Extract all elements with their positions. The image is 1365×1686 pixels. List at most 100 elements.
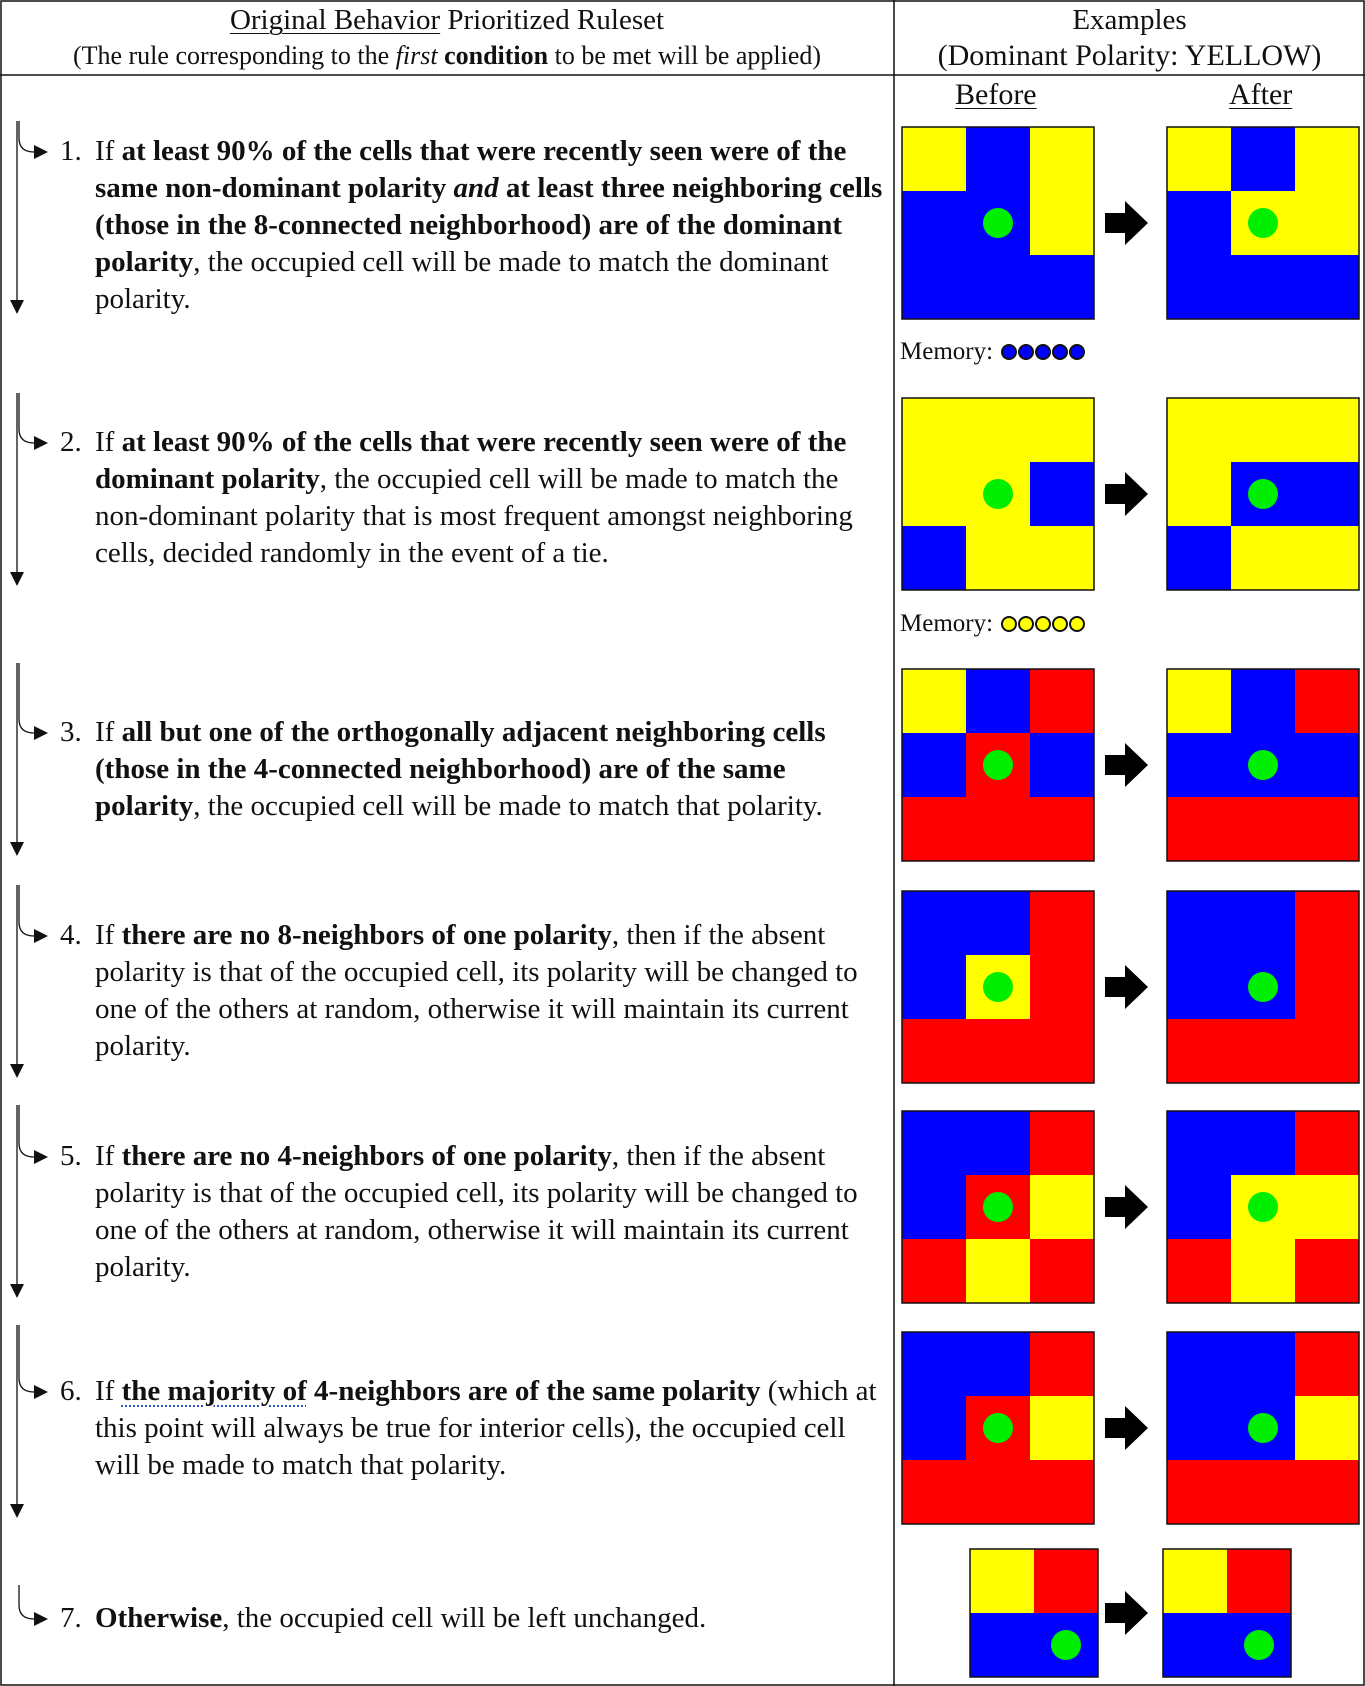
rule-text-part: 4-neighbors are of the same polarity — [306, 1375, 761, 1407]
example-3-after-grid — [1166, 668, 1360, 862]
grid-border — [1166, 397, 1360, 591]
rule-text-part: If — [95, 135, 122, 167]
grid-cell — [966, 526, 1031, 591]
grid-cell — [970, 1613, 1035, 1678]
rule-text-part: Otherwise — [95, 1602, 223, 1634]
grid-cell — [1030, 1175, 1095, 1240]
grid-cell — [966, 1019, 1031, 1084]
grid-cell — [1167, 526, 1232, 591]
example-5-before-grid — [901, 1110, 1095, 1304]
flow-branch-arrowhead — [34, 1385, 48, 1399]
example-4-after-grid — [1166, 890, 1360, 1084]
grid-cell — [1231, 1111, 1296, 1176]
grid-cell — [1030, 891, 1095, 956]
memory-row: Memory: — [900, 338, 1086, 366]
ruleset-title-underlined: Original Behavior — [229, 4, 441, 36]
rule-text-part: If — [95, 426, 122, 458]
occupied-cell-marker — [983, 972, 1013, 1002]
flow-branch-arrowhead — [34, 726, 48, 740]
rule-text-part: the majority of — [121, 1375, 307, 1407]
grid-cell — [1231, 797, 1296, 862]
occupied-cell-marker — [1248, 972, 1278, 1002]
transition-arrow-icon — [1105, 743, 1148, 787]
example-1-after-grid — [1166, 126, 1360, 320]
grid-cell — [1231, 669, 1296, 734]
grid-cell — [902, 255, 967, 320]
grid-cell — [1231, 891, 1296, 956]
grid-cell — [1167, 1460, 1232, 1525]
transition-arrow-icon — [1105, 965, 1148, 1009]
grid-cell — [966, 127, 1031, 192]
rule-text-part: , then if the absent polarity is that of… — [95, 919, 858, 1062]
grid-border — [1166, 890, 1360, 1084]
rule-text-part: there are no 8-neighbors of one polarity — [121, 919, 612, 951]
flow-branch-arrowhead — [34, 1150, 48, 1164]
transition-arrow-icon — [1105, 1185, 1148, 1229]
ruleset-subtitle-pre: (The rule corresponding to the — [72, 41, 396, 70]
grid-cell — [1030, 669, 1095, 734]
example-7-before-grid — [969, 1548, 1099, 1678]
example-2-after-grid — [1166, 397, 1360, 591]
grid-cell — [1167, 669, 1232, 734]
rule-text: If there are no 8-neighbors of one polar… — [95, 917, 896, 1065]
grid-cell — [1167, 1239, 1232, 1304]
examples-header: Examples (Dominant Polarity: YELLOW) — [894, 0, 1365, 74]
grid-cell — [1295, 127, 1360, 192]
grid-cell — [902, 1175, 967, 1240]
transition-arrow-icon — [1105, 472, 1148, 516]
memory-dot — [1035, 344, 1052, 360]
grid-cell — [1167, 891, 1232, 956]
grid-cell — [1030, 398, 1095, 463]
grid-cell — [1167, 797, 1232, 862]
flow-down-arrowhead — [10, 1504, 24, 1518]
ruleset-header: Original Behavior Prioritized Ruleset (T… — [0, 0, 894, 74]
occupied-cell-marker — [983, 750, 1013, 780]
grid-cell — [1295, 891, 1360, 956]
memory-dots — [1001, 616, 1086, 632]
grid-border — [1166, 1331, 1360, 1525]
grid-cell — [966, 891, 1031, 956]
memory-dot — [1069, 616, 1086, 632]
grid-cell — [902, 891, 967, 956]
memory-dot — [1035, 616, 1052, 632]
grid-cell — [1231, 1332, 1296, 1397]
grid-cell — [1295, 1111, 1360, 1176]
grid-cell — [1231, 255, 1296, 320]
grid-cell — [1295, 1396, 1360, 1461]
rule-text-part: , the occupied cell will be made to matc… — [95, 246, 829, 315]
grid-cell — [966, 1332, 1031, 1397]
ruleset-subtitle-italic: first — [395, 41, 438, 70]
occupied-cell-marker — [983, 1413, 1013, 1443]
grid-cell — [1231, 127, 1296, 192]
grid-cell — [966, 797, 1031, 862]
grid-cell — [966, 1239, 1031, 1304]
occupied-cell-marker — [1248, 479, 1278, 509]
rule-number: 3. — [60, 716, 82, 748]
grid-cell — [1295, 1175, 1360, 1240]
rule-number: 1. — [60, 135, 82, 167]
grid-cell — [1030, 1396, 1095, 1461]
occupied-cell-marker — [1248, 208, 1278, 238]
grid-border — [969, 1548, 1099, 1678]
grid-cell — [1167, 733, 1232, 798]
grid-cell — [1030, 1460, 1095, 1525]
ruleset-subtitle-post: to be met will be applied) — [548, 41, 822, 70]
grid-cell — [1167, 127, 1232, 192]
grid-border — [901, 668, 1095, 862]
grid-cell — [1231, 526, 1296, 591]
occupied-cell-marker — [1248, 750, 1278, 780]
memory-dot — [1001, 344, 1018, 360]
grid-cell — [1295, 955, 1360, 1020]
example-1-before-grid — [901, 126, 1095, 320]
grid-cell — [902, 733, 967, 798]
rule-text-part: If — [95, 919, 122, 951]
memory-label: Memory: — [900, 338, 994, 365]
rule-text-part: If — [95, 716, 122, 748]
grid-border — [901, 1110, 1095, 1304]
grid-cell — [966, 398, 1031, 463]
rule-text-part: , then if the absent polarity is that of… — [95, 1140, 858, 1283]
memory-dot — [1001, 616, 1018, 632]
